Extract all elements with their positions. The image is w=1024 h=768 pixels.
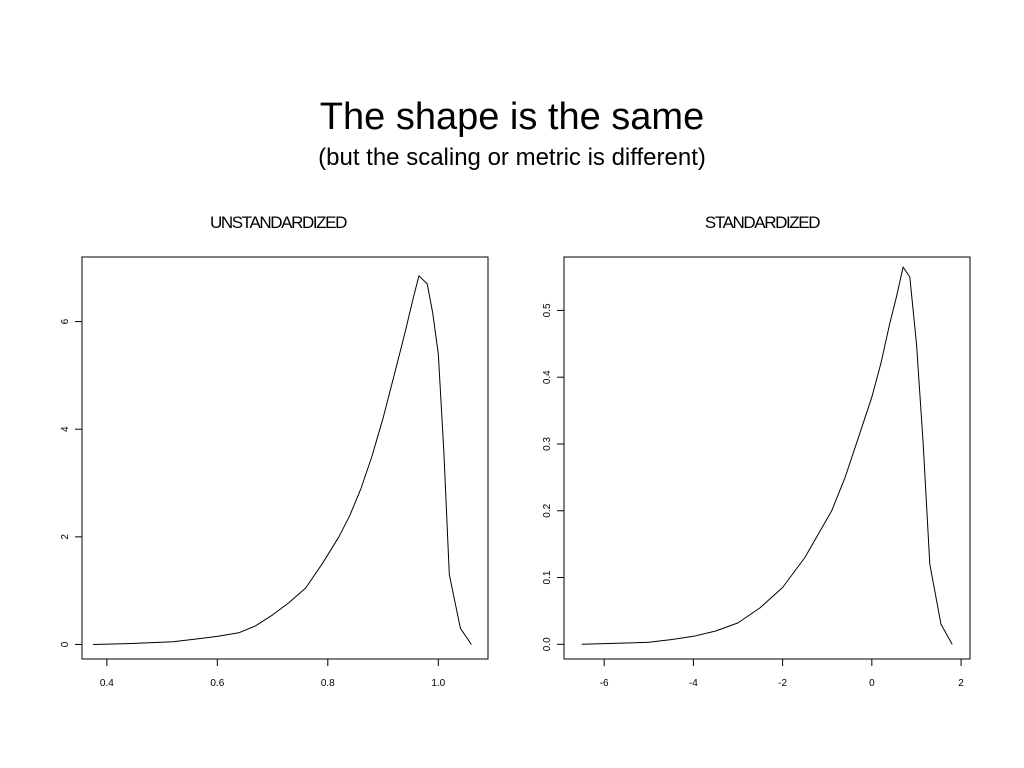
standardized-y-tick-label: 0.2 — [542, 503, 553, 517]
standardized-x-tick-label: 0 — [869, 678, 875, 689]
standardized-x-tick-label: -6 — [600, 678, 609, 689]
standardized-y-tick-label: 0.3 — [542, 437, 553, 451]
standardized-x-tick-label: -4 — [689, 678, 698, 689]
standardized-y-tick-label: 0.5 — [542, 303, 553, 317]
unstandardized-y-tick-label: 4 — [60, 426, 71, 432]
standardized-plot-frame — [563, 256, 971, 660]
slide-title: The shape is the same — [319, 96, 705, 138]
standardized-chart-title: STANDARDIZED — [705, 213, 820, 232]
standardized-y-tick-label: 0.4 — [542, 370, 553, 384]
standardized-y-tick-label: 0.1 — [542, 570, 553, 584]
unstandardized-plot-frame — [81, 256, 489, 660]
standardized-density-line — [581, 266, 953, 645]
unstandardized-chart: UNSTANDARDIZED 0.4 0.6 0.8 1.0 0 2 4 6 — [60, 213, 489, 689]
unstandardized-y-tick-label: 2 — [60, 534, 71, 540]
unstandardized-y-tick-label: 0 — [60, 641, 71, 647]
standardized-x-tick-label: -2 — [778, 678, 787, 689]
unstandardized-x-tick-label: 0.6 — [210, 678, 224, 689]
unstandardized-chart-title: UNSTANDARDIZED — [210, 213, 347, 232]
slide-subtitle: (but the scaling or metric is different) — [318, 144, 706, 171]
unstandardized-x-tick-label: 0.8 — [321, 678, 335, 689]
unstandardized-x-tick-label: 1.0 — [431, 678, 445, 689]
standardized-x-tick-label: 2 — [958, 678, 964, 689]
unstandardized-y-tick-label: 6 — [60, 318, 71, 324]
standardized-chart: STANDARDIZED -6 -4 -2 0 2 0.0 0.1 0.2 0.3 0.4 0.5 — [542, 213, 971, 689]
unstandardized-x-tick-label: 0.4 — [100, 678, 114, 689]
standardized-y-tick-label: 0.0 — [542, 637, 553, 651]
unstandardized-density-line — [92, 275, 472, 645]
